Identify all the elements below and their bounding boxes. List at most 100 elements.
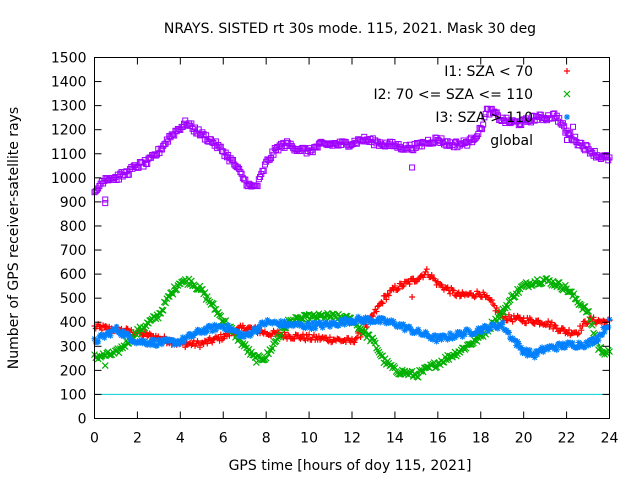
data-point: [204, 340, 211, 347]
data-point: [353, 334, 360, 341]
data-point: [557, 341, 564, 348]
data-point: [456, 328, 463, 335]
data-point: [429, 140, 436, 147]
data-point: [118, 332, 125, 339]
data-point: [156, 309, 163, 317]
y-tick-label: 500: [60, 291, 87, 307]
data-point: [524, 352, 531, 359]
data-point: [478, 329, 485, 336]
data-point: [406, 323, 413, 330]
data-point: [146, 339, 153, 346]
legend-label: I2: 70 <= SZA <= 110: [373, 87, 533, 103]
data-point: [450, 287, 457, 294]
data-point: [319, 324, 326, 331]
data-point: [188, 342, 195, 349]
data-point: [351, 339, 358, 346]
data-point: [141, 338, 148, 345]
data-point: [428, 271, 435, 278]
data-point: [588, 321, 596, 329]
data-point: [318, 322, 325, 329]
outlier-point: [570, 123, 577, 130]
data-point: [483, 324, 490, 331]
data-point: [551, 321, 558, 328]
data-point: [342, 315, 349, 322]
data-point: [491, 321, 498, 328]
data-point: [176, 341, 183, 348]
data-point: [474, 327, 481, 334]
data-point: [239, 322, 246, 329]
data-point: [263, 320, 270, 327]
data-point: [367, 319, 374, 326]
y-tick-label: 1200: [51, 123, 87, 139]
data-point: [350, 317, 357, 324]
data-point: [383, 320, 390, 327]
data-point: [383, 296, 390, 303]
y-tick-label: 300: [60, 339, 87, 355]
x-tick-label: 20: [515, 431, 533, 447]
data-point: [472, 330, 479, 337]
y-tick-label: 700: [60, 243, 87, 259]
y-tick-label: 100: [60, 387, 87, 403]
data-point: [254, 324, 261, 331]
x-tick-label: 14: [386, 431, 404, 447]
x-tick-label: 8: [262, 431, 271, 447]
data-point: [253, 329, 260, 336]
data-point: [322, 319, 329, 326]
data-point: [198, 285, 206, 293]
data-point: [568, 342, 575, 349]
data-point: [585, 342, 592, 349]
data-point: [385, 292, 392, 299]
data-point: [528, 316, 535, 323]
data-point: [506, 296, 514, 304]
data-point: [399, 283, 406, 290]
data-point: [395, 285, 402, 292]
data-point: [139, 340, 146, 347]
data-point: [426, 333, 433, 340]
data-point: [201, 330, 208, 337]
data-point: [173, 286, 181, 294]
data-point: [515, 340, 522, 347]
data-point: [475, 130, 482, 137]
data-point: [530, 350, 537, 357]
data-point: [268, 344, 276, 352]
data-point: [391, 282, 398, 289]
data-point: [455, 331, 462, 338]
series-i3-sza-110: [91, 313, 613, 361]
data-point: [373, 308, 380, 315]
data-point: [499, 319, 506, 326]
data-point: [515, 289, 523, 297]
data-point: [106, 328, 113, 335]
data-point: [187, 277, 195, 285]
data-point: [578, 327, 585, 334]
data-point: [298, 320, 305, 327]
data-point: [574, 331, 581, 338]
outlier-point: [409, 164, 416, 171]
data-point: [423, 330, 430, 337]
data-point: [151, 337, 158, 344]
data-point: [512, 337, 519, 344]
y-axis-label: Number of GPS receiver-satellite rays: [6, 107, 22, 369]
data-point: [100, 332, 107, 339]
data-point: [438, 336, 445, 343]
data-point: [133, 340, 140, 347]
data-point: [225, 322, 232, 329]
data-point: [554, 279, 562, 287]
outlier-point: [409, 293, 416, 300]
data-point: [566, 288, 574, 296]
data-point: [268, 333, 275, 340]
data-point: [173, 340, 180, 347]
data-point: [226, 328, 233, 335]
data-point: [528, 119, 535, 126]
data-point: [562, 344, 569, 351]
data-point: [276, 323, 283, 330]
data-point: [124, 330, 131, 337]
data-point: [553, 346, 560, 353]
data-point: [543, 343, 550, 350]
data-point: [396, 320, 403, 327]
data-point: [534, 351, 541, 358]
data-point: [366, 315, 373, 322]
outlier-point: [102, 196, 109, 203]
data-point: [324, 337, 331, 344]
data-point: [217, 331, 224, 338]
